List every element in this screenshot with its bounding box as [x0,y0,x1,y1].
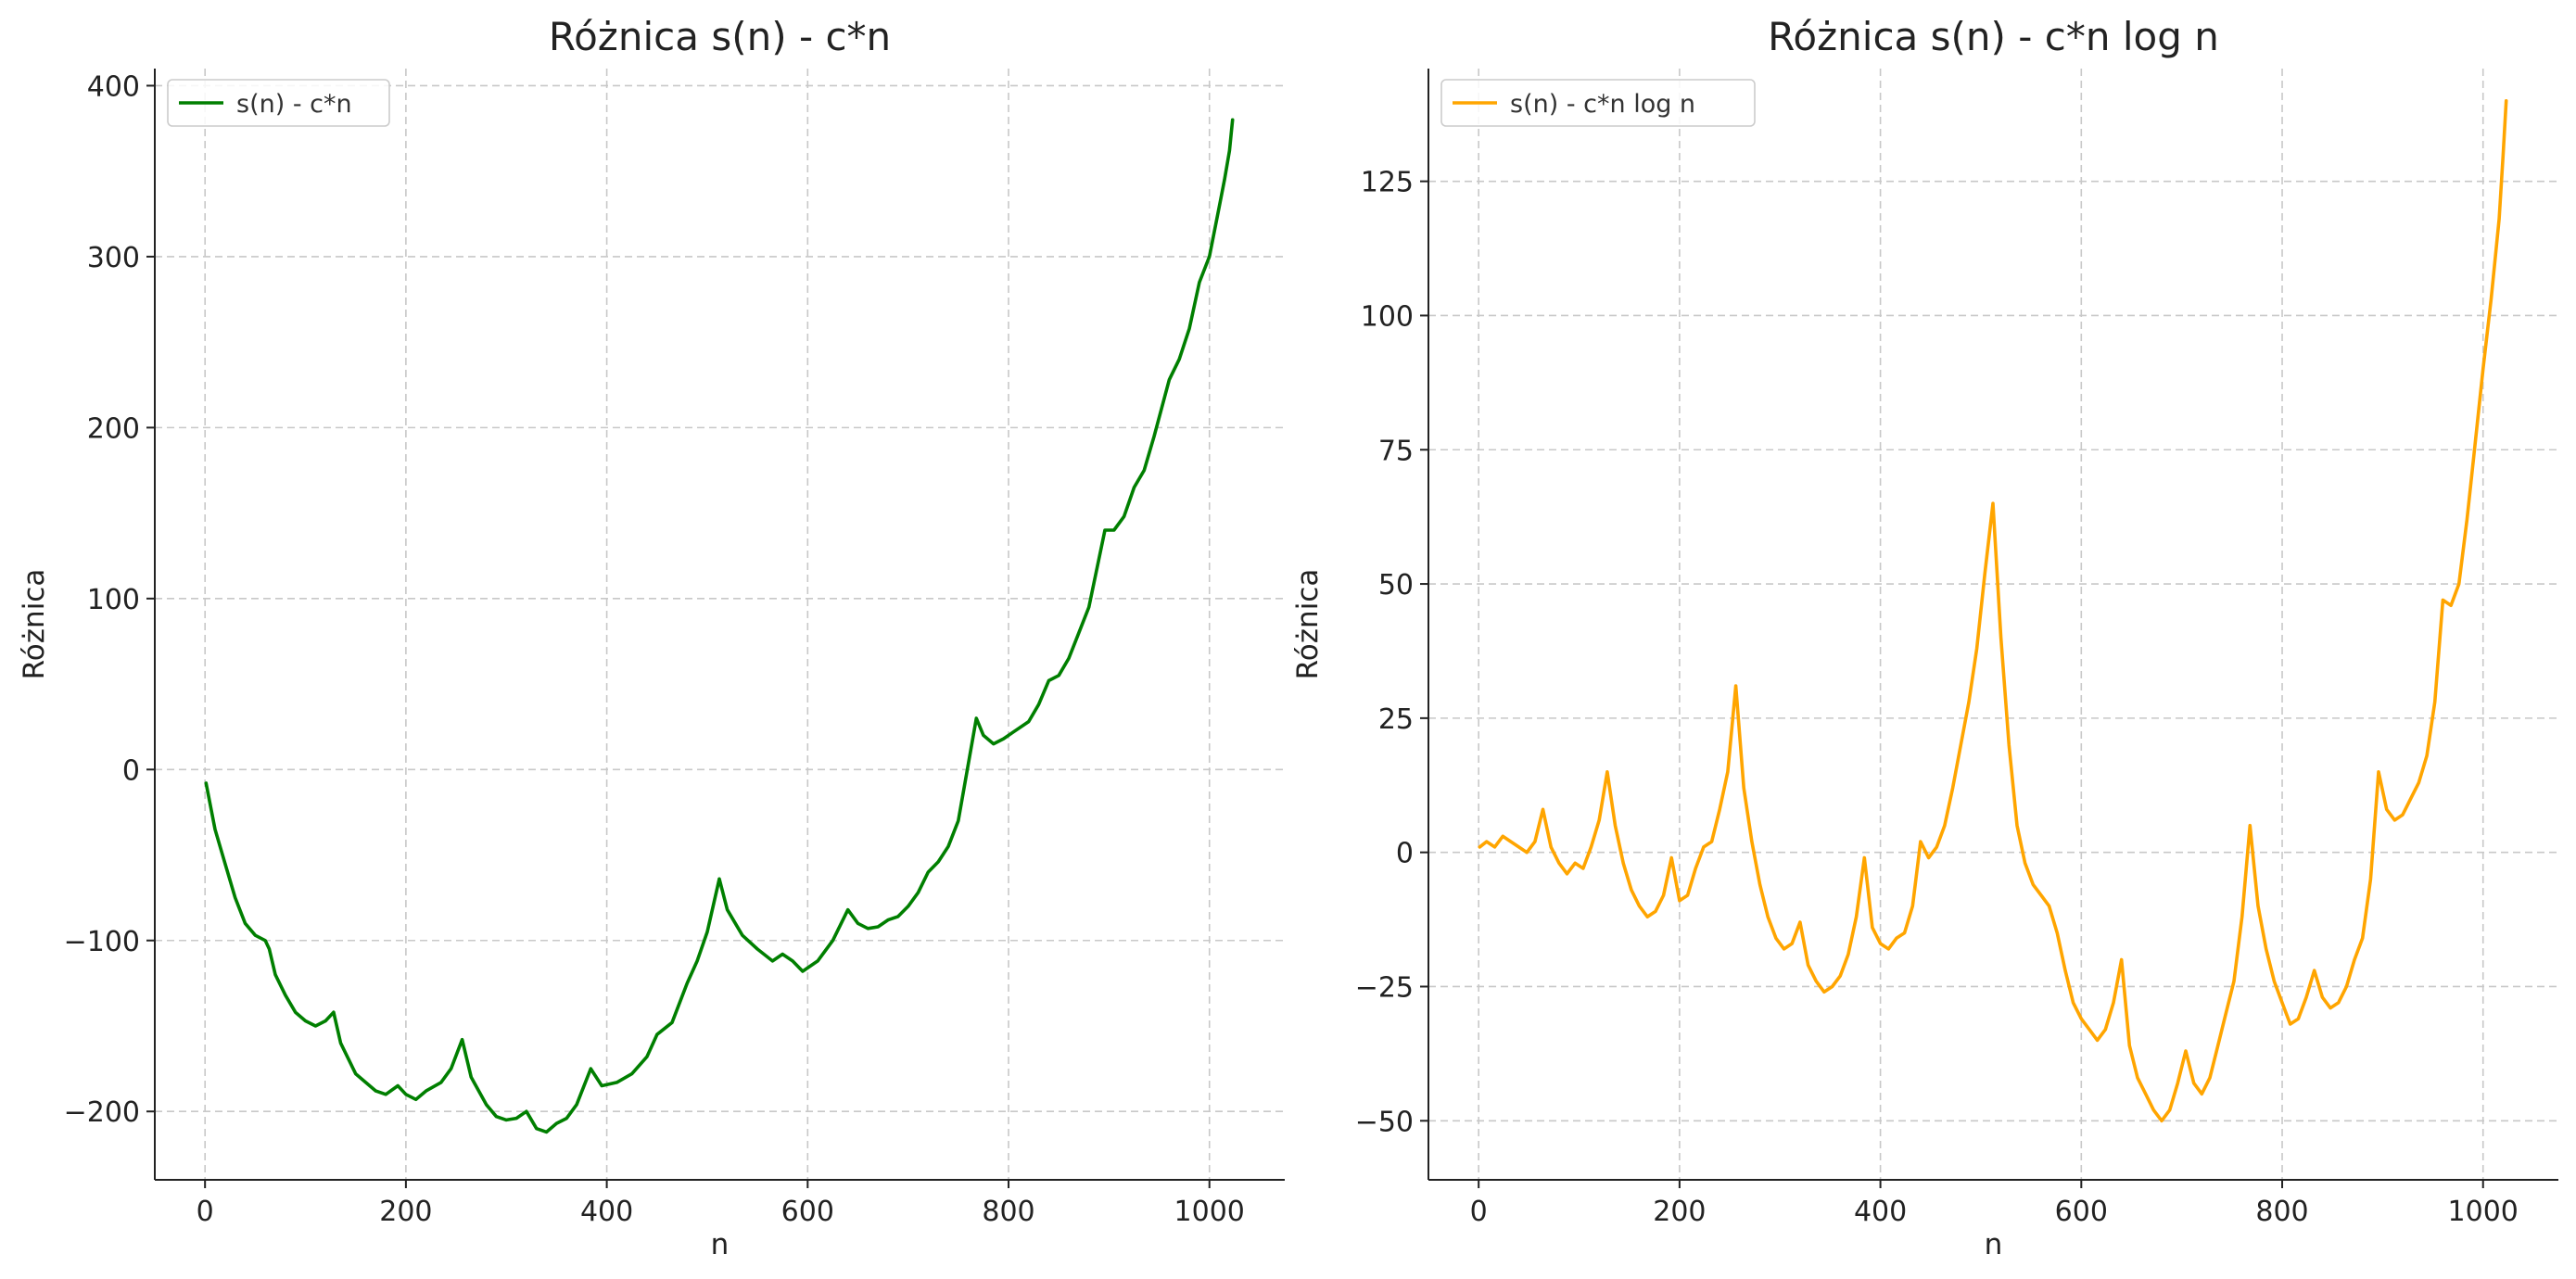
y-axis-label: Różnica [18,569,51,680]
y-tick-label: 100 [1361,300,1414,333]
chart-title: Różnica s(n) - c*n log n [1768,14,2219,59]
y-tick-label: 200 [87,412,140,445]
y-tick-label: −200 [64,1096,140,1129]
x-tick-label: 800 [982,1196,1034,1228]
y-tick-label: 75 [1378,435,1414,467]
x-tick-label: 1000 [2448,1196,2519,1228]
legend-label: s(n) - c*n [236,90,352,119]
y-tick-label: 25 [1378,703,1414,736]
x-tick-label: 400 [1854,1196,1907,1228]
y-tick-label: −100 [64,926,140,958]
series-line [1478,99,2508,1123]
y-tick-label: −50 [1355,1106,1414,1138]
x-tick-label: 600 [781,1196,834,1228]
legend-label: s(n) - c*n log n [1510,90,1695,119]
y-tick-label: 400 [87,70,140,103]
x-tick-label: 0 [197,1196,214,1228]
chart-title: Różnica s(n) - c*n [549,14,891,59]
x-axis-label: n [711,1228,730,1261]
y-tick-label: 0 [122,754,140,787]
x-tick-label: 200 [379,1196,432,1228]
y-tick-label: 300 [87,242,140,274]
x-tick-label: 800 [2255,1196,2308,1228]
right-chart-panel: 0 200 400 600 800 1000 −50 −25 0 25 50 75 100 125 Różn… [1291,14,2558,1261]
y-tick-label: 100 [87,584,140,616]
x-tick-label: 1000 [1174,1196,1245,1228]
legend-box [167,79,390,127]
x-tick-label: 0 [1470,1196,1488,1228]
y-tick-label: 50 [1378,569,1414,602]
y-axis-label: Różnica [1291,569,1325,680]
x-axis-label: n [1985,1228,2003,1261]
y-tick-label: 0 [1396,838,1414,870]
legend-box [1440,79,1756,127]
x-tick-label: 600 [2055,1196,2108,1228]
y-tick-label: 125 [1361,167,1414,199]
series-line [204,118,1235,1134]
x-tick-label: 400 [580,1196,633,1228]
y-tick-label: −25 [1355,971,1414,1004]
x-tick-label: 200 [1653,1196,1706,1228]
left-chart-panel: 0 200 400 600 800 1000 −200 −100 0 100 200 300 400 Ró… [18,14,1285,1261]
